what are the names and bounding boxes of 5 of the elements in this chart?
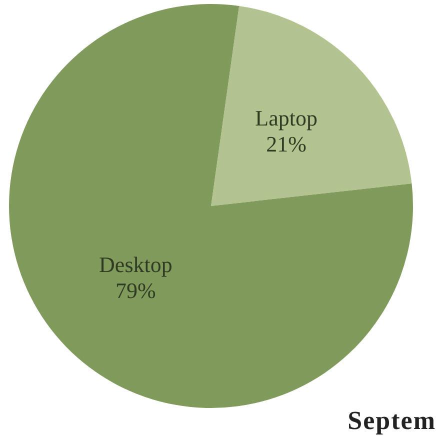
- data-label: 21%: [266, 132, 306, 157]
- slice-label: Desktop: [99, 252, 172, 278]
- slice-label: Laptop: [255, 106, 318, 131]
- text: Septem: [348, 406, 436, 436]
- data-label: 79%: [116, 278, 156, 304]
